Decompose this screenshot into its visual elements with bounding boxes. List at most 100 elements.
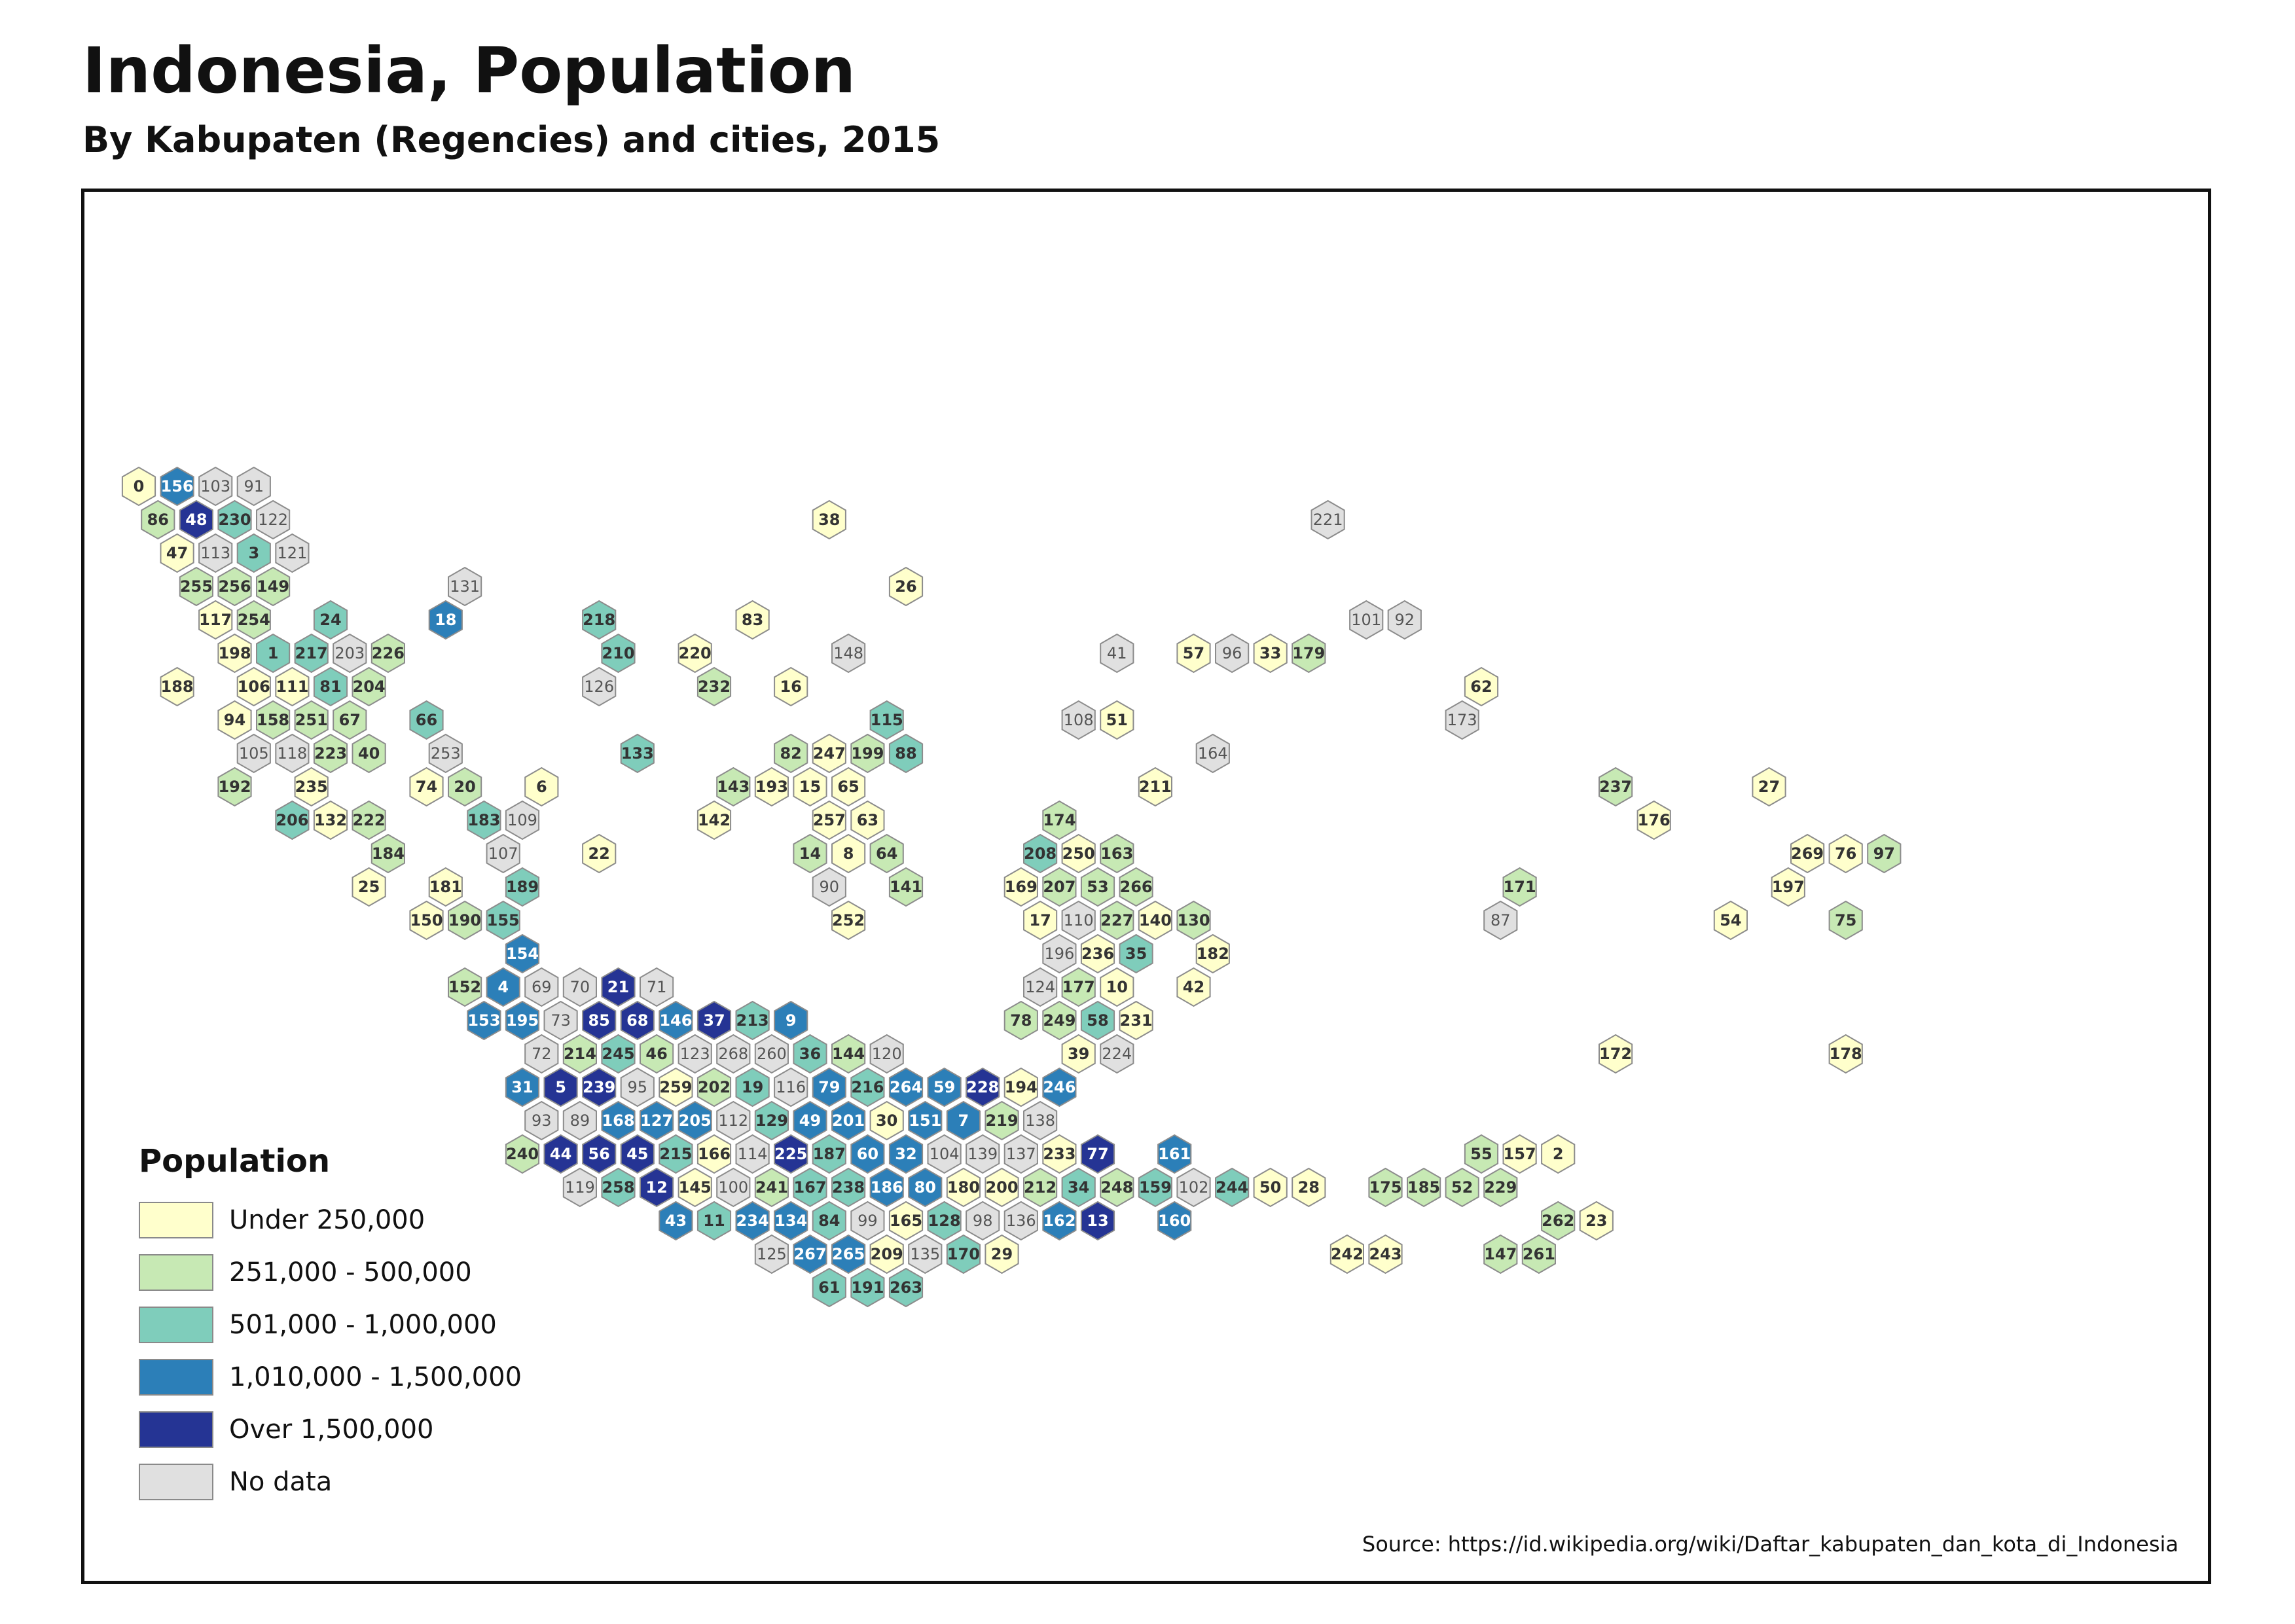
hex-tile: 101 — [1349, 600, 1384, 640]
hex-shape — [620, 1067, 655, 1108]
hex-tile: 78 — [1003, 1000, 1038, 1041]
hex-shape — [428, 733, 463, 774]
hex-shape — [774, 1000, 808, 1041]
hex-tile: 39 — [1061, 1034, 1096, 1074]
hex-label: 51 — [1106, 711, 1128, 729]
hex-tile: 92 — [1387, 600, 1422, 640]
hex-shape — [333, 700, 367, 740]
hex-label: 191 — [851, 1278, 884, 1297]
hex-shape — [620, 733, 655, 774]
hex-shape — [467, 1000, 501, 1041]
hex-tile: 244 — [1215, 1167, 1250, 1208]
hex-shape — [1828, 833, 1863, 874]
hex-shape — [927, 1067, 962, 1108]
hex-label: 221 — [1313, 511, 1343, 529]
hex-shape — [313, 600, 348, 640]
hex-shape — [543, 1134, 578, 1174]
hex-label: 174 — [1043, 811, 1075, 829]
hex-label: 60 — [857, 1145, 878, 1163]
hex-tile: 23 — [1579, 1200, 1614, 1241]
hex-label: 46 — [645, 1045, 667, 1063]
hex-tile: 11 — [696, 1200, 732, 1241]
hex-tile: 183 — [467, 800, 501, 840]
hex-shape — [754, 1234, 789, 1274]
hex-shape — [582, 600, 617, 640]
hex-tile: 138 — [1023, 1100, 1058, 1141]
hex-shape — [333, 633, 367, 674]
hex-label: 206 — [276, 811, 308, 829]
hex-label: 227 — [1100, 911, 1133, 929]
hex-label: 215 — [659, 1145, 692, 1163]
hex-tile: 172 — [1599, 1034, 1633, 1074]
hex-tile: 68 — [620, 1000, 655, 1041]
hex-label: 50 — [1259, 1178, 1281, 1197]
hex-shape — [1023, 967, 1058, 1007]
hex-shape — [275, 666, 310, 707]
hex-label: 90 — [820, 878, 840, 896]
hex-label: 132 — [314, 811, 347, 829]
hex-tile: 181 — [428, 867, 463, 907]
hex-label: 243 — [1369, 1245, 1401, 1263]
hex-tile: 12 — [640, 1167, 674, 1208]
hex-shape — [1080, 1000, 1115, 1041]
hex-shape — [1003, 1134, 1038, 1174]
hex-shape — [352, 800, 386, 840]
hex-tile: 109 — [505, 800, 540, 840]
hex-tile: 209 — [869, 1234, 904, 1274]
hex-label: 131 — [450, 577, 480, 596]
hex-shape — [1042, 800, 1077, 840]
hex-tile: 255 — [179, 566, 213, 607]
hex-shape — [1828, 900, 1863, 941]
hex-tile: 114 — [735, 1134, 770, 1174]
hex-shape — [869, 1034, 904, 1074]
hex-label: 217 — [295, 644, 328, 662]
hex-label: 62 — [1470, 677, 1492, 696]
hex-label: 43 — [665, 1212, 687, 1230]
hex-tile: 222 — [352, 800, 386, 840]
hex-label: 22 — [588, 844, 609, 863]
hex-tile: 21 — [601, 967, 636, 1007]
hex-shape — [582, 666, 617, 707]
hex-tile: 43 — [659, 1200, 693, 1241]
hex-shape — [850, 800, 885, 840]
hex-shape — [543, 1000, 578, 1041]
hex-label: 39 — [1068, 1045, 1089, 1063]
hex-shape — [1464, 666, 1499, 707]
hex-label: 31 — [511, 1078, 533, 1096]
hex-label: 23 — [1585, 1212, 1607, 1230]
hex-tile: 123 — [678, 1034, 712, 1074]
hex-tile: 156 — [160, 466, 194, 507]
hex-tile: 218 — [582, 600, 617, 640]
hex-shape — [812, 1267, 846, 1308]
hex-label: 118 — [277, 744, 307, 763]
hex-label: 258 — [602, 1178, 634, 1197]
hex-shape — [1195, 933, 1230, 974]
hex-shape — [1023, 1167, 1058, 1208]
hex-label: 266 — [1120, 878, 1153, 896]
hex-label: 33 — [1259, 644, 1281, 662]
hex-shape — [659, 1200, 693, 1241]
hex-label: 2 — [1553, 1145, 1564, 1163]
hex-label: 224 — [1102, 1045, 1132, 1063]
hex-tile: 262 — [1541, 1200, 1576, 1241]
hex-shape — [1080, 867, 1115, 907]
hex-label: 230 — [218, 511, 251, 529]
hex-label: 247 — [813, 744, 846, 763]
hex-label: 165 — [890, 1212, 922, 1230]
hex-tile: 40 — [352, 733, 386, 774]
hex-shape — [217, 633, 252, 674]
hex-tile: 186 — [869, 1167, 904, 1208]
hex-label: 82 — [780, 744, 801, 763]
hex-shape — [505, 867, 540, 907]
hex-tile: 152 — [448, 967, 482, 1007]
hex-label: 134 — [774, 1212, 807, 1230]
hex-tile: 34 — [1061, 1167, 1096, 1208]
hex-shape — [888, 1200, 924, 1241]
hex-label: 89 — [570, 1111, 590, 1130]
hex-shape — [869, 1234, 904, 1274]
legend-label: No data — [229, 1467, 333, 1497]
hex-shape — [1042, 1000, 1077, 1041]
hex-shape — [409, 767, 444, 807]
hex-shape — [966, 1134, 1000, 1174]
hex-shape — [620, 1000, 655, 1041]
